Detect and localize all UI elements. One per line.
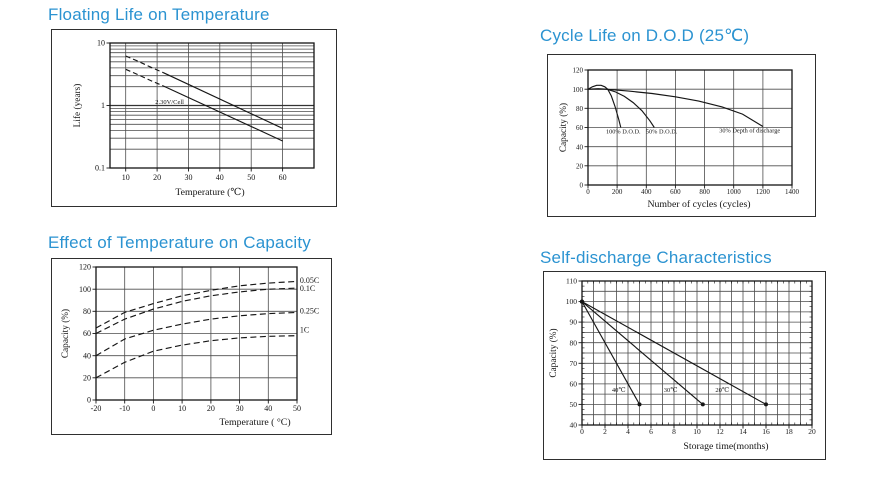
floating-life-figure: 10 20 30 40 50 60 10 1 0.1 2.30V/Cell Temperature … xyxy=(51,29,337,207)
svg-text:16: 16 xyxy=(762,427,770,436)
svg-text:1: 1 xyxy=(101,101,105,110)
svg-text:40: 40 xyxy=(83,351,91,360)
section-temp-capacity: Effect of Temperature on Capacity -20 -10… xyxy=(48,233,332,439)
section-floating-life: Floating Life on Temperature 10 20 30 40 50 6… xyxy=(48,5,337,211)
svg-text:14: 14 xyxy=(739,427,747,436)
svg-text:20: 20 xyxy=(207,404,215,413)
svg-text:0: 0 xyxy=(580,182,584,190)
svg-text:18: 18 xyxy=(785,427,793,436)
floating-life-title: Floating Life on Temperature xyxy=(48,5,270,24)
svg-text:Capacity (%): Capacity (%) xyxy=(558,103,569,152)
svg-text:0: 0 xyxy=(580,427,584,436)
svg-text:0: 0 xyxy=(586,188,590,196)
svg-text:40: 40 xyxy=(570,421,578,430)
svg-text:60: 60 xyxy=(570,380,578,389)
svg-text:20: 20 xyxy=(808,427,816,436)
self-discharge-figure: 0 2 4 6 8 10 12 14 16 18 20 40 50 60 70 80 90 100 110 40℃ 30… xyxy=(543,271,826,460)
svg-text:Capacity (%): Capacity (%) xyxy=(60,309,71,358)
svg-text:20℃: 20℃ xyxy=(715,386,729,394)
svg-text:60: 60 xyxy=(576,124,584,132)
svg-text:Storage time(months): Storage time(months) xyxy=(683,441,768,452)
svg-text:1200: 1200 xyxy=(756,188,771,196)
svg-text:0.1C: 0.1C xyxy=(300,284,315,293)
svg-text:20: 20 xyxy=(83,373,91,382)
svg-text:8: 8 xyxy=(672,427,676,436)
svg-text:30% Depth of discharge: 30% Depth of discharge xyxy=(719,127,780,134)
svg-text:600: 600 xyxy=(670,188,681,196)
svg-text:100: 100 xyxy=(566,297,578,306)
svg-text:110: 110 xyxy=(566,277,577,286)
temp-capacity-title: Effect of Temperature on Capacity xyxy=(48,233,312,252)
cycle-life-title: Cycle Life on D.O.D (25℃) xyxy=(540,26,750,45)
svg-text:1C: 1C xyxy=(300,325,309,334)
svg-text:400: 400 xyxy=(641,188,652,196)
svg-text:-20: -20 xyxy=(91,404,102,413)
svg-text:Temperature (℃): Temperature (℃) xyxy=(175,187,244,198)
self-discharge-chart: 0 2 4 6 8 10 12 14 16 18 20 40 50 60 70 80 90 100 110 40℃ 30… xyxy=(544,272,825,459)
svg-text:50: 50 xyxy=(247,173,255,182)
floating-life-chart: 10 20 30 40 50 60 10 1 0.1 2.30V/Cell Temperature … xyxy=(52,30,336,206)
svg-text:1400: 1400 xyxy=(785,188,800,196)
svg-text:0.05C: 0.05C xyxy=(300,276,319,285)
svg-text:100% D.O.D.: 100% D.O.D. xyxy=(606,128,641,135)
svg-text:800: 800 xyxy=(699,188,710,196)
svg-text:Capacity (%): Capacity (%) xyxy=(548,328,559,377)
svg-text:50: 50 xyxy=(570,400,578,409)
svg-text:30: 30 xyxy=(236,404,244,413)
svg-text:50% D.O.D.: 50% D.O.D. xyxy=(646,128,678,135)
svg-text:2: 2 xyxy=(603,427,607,436)
svg-text:20: 20 xyxy=(153,173,161,182)
svg-text:30: 30 xyxy=(185,173,193,182)
svg-text:10: 10 xyxy=(178,404,186,413)
cycle-life-figure: 0 200 400 600 800 1000 1200 1400 0 20 40 60 80 100 120… xyxy=(547,54,816,217)
svg-text:Number of cycles (cycles): Number of cycles (cycles) xyxy=(647,199,750,210)
svg-text:0.25C: 0.25C xyxy=(300,307,319,316)
svg-text:80: 80 xyxy=(576,105,584,113)
svg-text:200: 200 xyxy=(612,188,623,196)
svg-text:4: 4 xyxy=(626,427,630,436)
svg-text:10: 10 xyxy=(693,427,701,436)
self-discharge-title: Self-discharge Characteristics xyxy=(540,248,772,267)
svg-text:60: 60 xyxy=(279,173,287,182)
svg-text:2.30V/Cell: 2.30V/Cell xyxy=(155,99,184,106)
svg-text:40℃: 40℃ xyxy=(612,386,626,394)
section-self-discharge: Self-discharge Characteristics 0 2 4 6 8 10 12… xyxy=(540,248,826,464)
svg-text:Temperature ( °C): Temperature ( °C) xyxy=(219,417,290,428)
svg-text:120: 120 xyxy=(573,67,584,75)
svg-text:1000: 1000 xyxy=(727,188,742,196)
svg-text:0.1: 0.1 xyxy=(95,164,105,173)
svg-text:90: 90 xyxy=(570,318,578,327)
temp-capacity-figure: -20 -10 0 10 20 30 40 50 0 20 40 60 80 100 120 0.05C 0.1… xyxy=(51,258,332,435)
svg-text:100: 100 xyxy=(573,86,584,94)
svg-text:100: 100 xyxy=(79,285,91,294)
svg-text:Life (years): Life (years) xyxy=(72,84,83,128)
svg-text:0: 0 xyxy=(151,404,155,413)
svg-text:20: 20 xyxy=(576,162,584,170)
svg-text:40: 40 xyxy=(264,404,272,413)
svg-text:-10: -10 xyxy=(119,404,130,413)
svg-text:0: 0 xyxy=(87,396,91,405)
svg-text:30℃: 30℃ xyxy=(664,386,678,394)
svg-text:40: 40 xyxy=(216,173,224,182)
svg-text:10: 10 xyxy=(122,173,130,182)
svg-text:10: 10 xyxy=(97,39,105,48)
svg-text:80: 80 xyxy=(83,307,91,316)
svg-text:12: 12 xyxy=(716,427,724,436)
svg-text:60: 60 xyxy=(83,329,91,338)
svg-text:120: 120 xyxy=(79,263,91,272)
cycle-life-chart: 0 200 400 600 800 1000 1200 1400 0 20 40 60 80 100 120… xyxy=(548,55,815,216)
section-cycle-life: Cycle Life on D.O.D (25℃) 0 200 400 600 800 1… xyxy=(540,26,816,221)
svg-text:70: 70 xyxy=(570,359,578,368)
svg-text:6: 6 xyxy=(649,427,653,436)
svg-text:40: 40 xyxy=(576,143,584,151)
temp-capacity-chart: -20 -10 0 10 20 30 40 50 0 20 40 60 80 100 120 0.05C 0.1… xyxy=(52,259,331,434)
svg-text:50: 50 xyxy=(293,404,301,413)
svg-text:80: 80 xyxy=(570,338,578,347)
